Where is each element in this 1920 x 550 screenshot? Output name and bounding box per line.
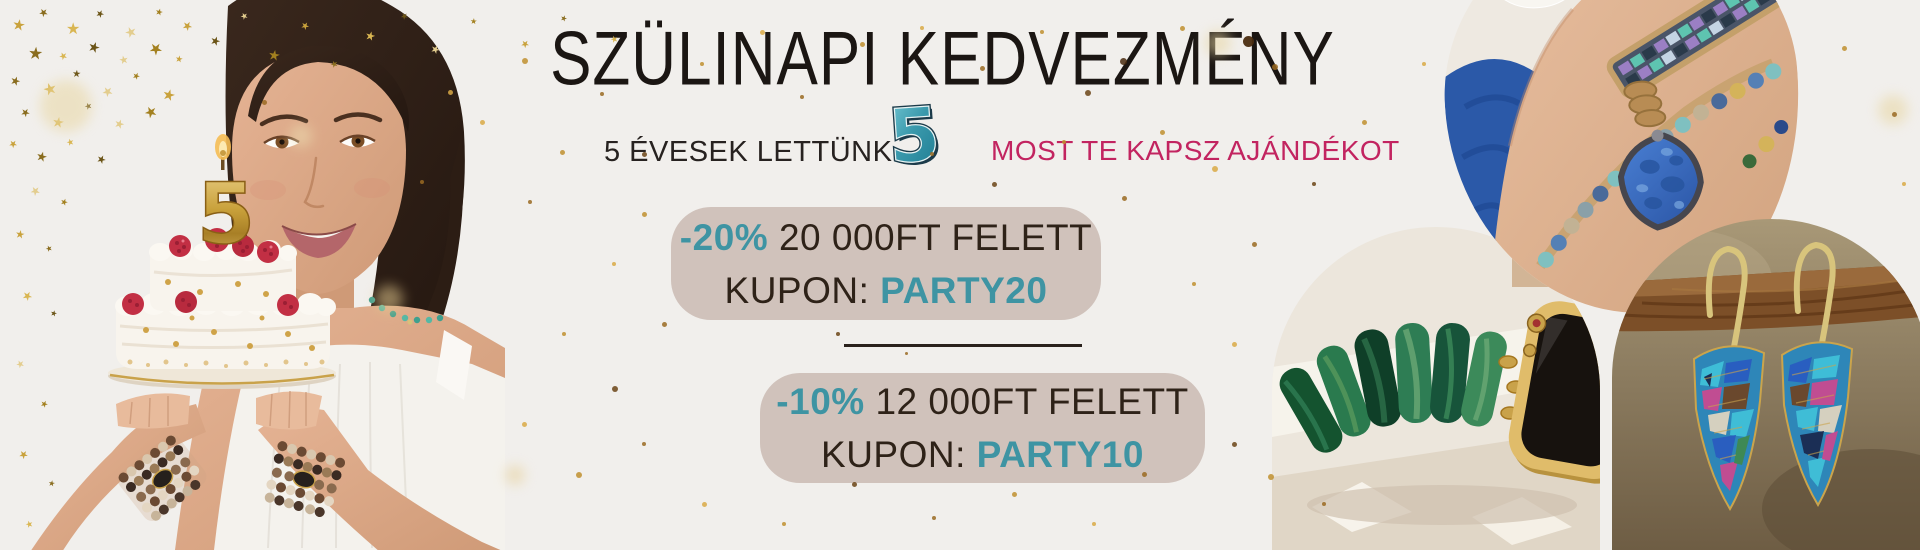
svg-text:5: 5 bbox=[885, 92, 942, 174]
svg-text:5: 5 bbox=[889, 94, 946, 174]
gold-dot-confetti bbox=[562, 332, 566, 336]
earring-left bbox=[1692, 245, 1766, 511]
gold-dot-confetti bbox=[1232, 442, 1237, 447]
discount-10-label: -10% bbox=[776, 381, 865, 422]
gold-dot-confetti bbox=[836, 332, 840, 336]
coupon-divider bbox=[844, 344, 1082, 347]
gold-dot-confetti bbox=[528, 200, 532, 204]
wrap-bracelet-right-wrist bbox=[264, 441, 346, 518]
gold-dot-confetti bbox=[576, 472, 582, 478]
gold-dot-confetti bbox=[1092, 522, 1096, 526]
discount-20-label: -20% bbox=[679, 216, 769, 258]
anniversary-text: 5 ÉVESEK LETTÜNK bbox=[604, 136, 893, 168]
gold-dot-confetti bbox=[642, 212, 647, 217]
gold-dot-confetti bbox=[1252, 242, 1257, 247]
gold-dot-confetti bbox=[612, 262, 616, 266]
raspberries bbox=[122, 228, 299, 316]
gold-dot-confetti bbox=[1892, 112, 1897, 117]
kupon-label: KUPON: bbox=[821, 434, 966, 475]
coupon-20-box: -20% 20 000FT FELETT KUPON: PARTY20 bbox=[671, 207, 1101, 320]
earring-right bbox=[1780, 241, 1854, 507]
gold-dot-confetti bbox=[1362, 120, 1367, 125]
gold-dot-confetti bbox=[932, 516, 936, 520]
gold-dot-confetti bbox=[560, 150, 565, 155]
gold-dot-confetti bbox=[992, 182, 997, 187]
coupon-10-box: -10% 12 000FT FELETT KUPON: PARTY10 bbox=[760, 373, 1205, 483]
gold-dot-confetti bbox=[1902, 182, 1906, 186]
green-agate-beads bbox=[1279, 322, 1507, 453]
gold-dot-confetti bbox=[702, 502, 707, 507]
model-with-cake-photo: 5 bbox=[0, 0, 505, 550]
gold-dot-confetti bbox=[782, 522, 786, 526]
wrap-bracelet-left-wrist bbox=[117, 435, 207, 521]
gift-text: MOST TE KAPSZ AJÁNDÉKOT bbox=[991, 135, 1400, 166]
gemstone-earrings-photo bbox=[1612, 219, 1920, 550]
gold-dot-confetti bbox=[612, 386, 618, 392]
coupon-code-party10: PARTY10 bbox=[976, 434, 1144, 475]
gold-dot-confetti bbox=[1122, 196, 1127, 201]
gold-glow-blob bbox=[505, 465, 525, 485]
gold-dot-confetti bbox=[905, 352, 908, 355]
seed-bead-band bbox=[1606, 0, 1807, 99]
gold-dot-confetti bbox=[1192, 282, 1196, 286]
gold-dot-confetti bbox=[642, 442, 646, 446]
banner-title: SZÜLINAPI KEDVEZMÉNY bbox=[550, 17, 1335, 102]
threshold-20-label: 20 000FT FELETT bbox=[778, 216, 1093, 258]
hair bbox=[225, 0, 465, 380]
threshold-10-label: 12 000FT FELETT bbox=[875, 381, 1189, 422]
lace-top bbox=[1489, 0, 1583, 9]
svg-text:5: 5 bbox=[885, 92, 942, 174]
gold-pearls bbox=[143, 279, 315, 351]
wood-branch bbox=[1612, 264, 1920, 332]
gold-dot-confetti bbox=[522, 422, 527, 427]
gold-glow-blob bbox=[1878, 95, 1908, 125]
gold-dot-confetti bbox=[1232, 342, 1237, 347]
cake-candle-5: 5 bbox=[196, 134, 256, 264]
number-5-badge: 5 5 5 bbox=[876, 89, 952, 183]
kupon-label: KUPON: bbox=[724, 269, 870, 311]
gold-dot-confetti bbox=[1012, 492, 1017, 497]
coupon-code-party20: PARTY20 bbox=[880, 269, 1048, 311]
gold-dot-confetti bbox=[1312, 182, 1316, 186]
gold-dot-confetti bbox=[662, 322, 667, 327]
blue-stone-pendant bbox=[1617, 80, 1704, 231]
svg-text:5: 5 bbox=[197, 165, 255, 263]
gold-dot-confetti bbox=[1842, 46, 1847, 51]
watch-case bbox=[1508, 301, 1600, 484]
